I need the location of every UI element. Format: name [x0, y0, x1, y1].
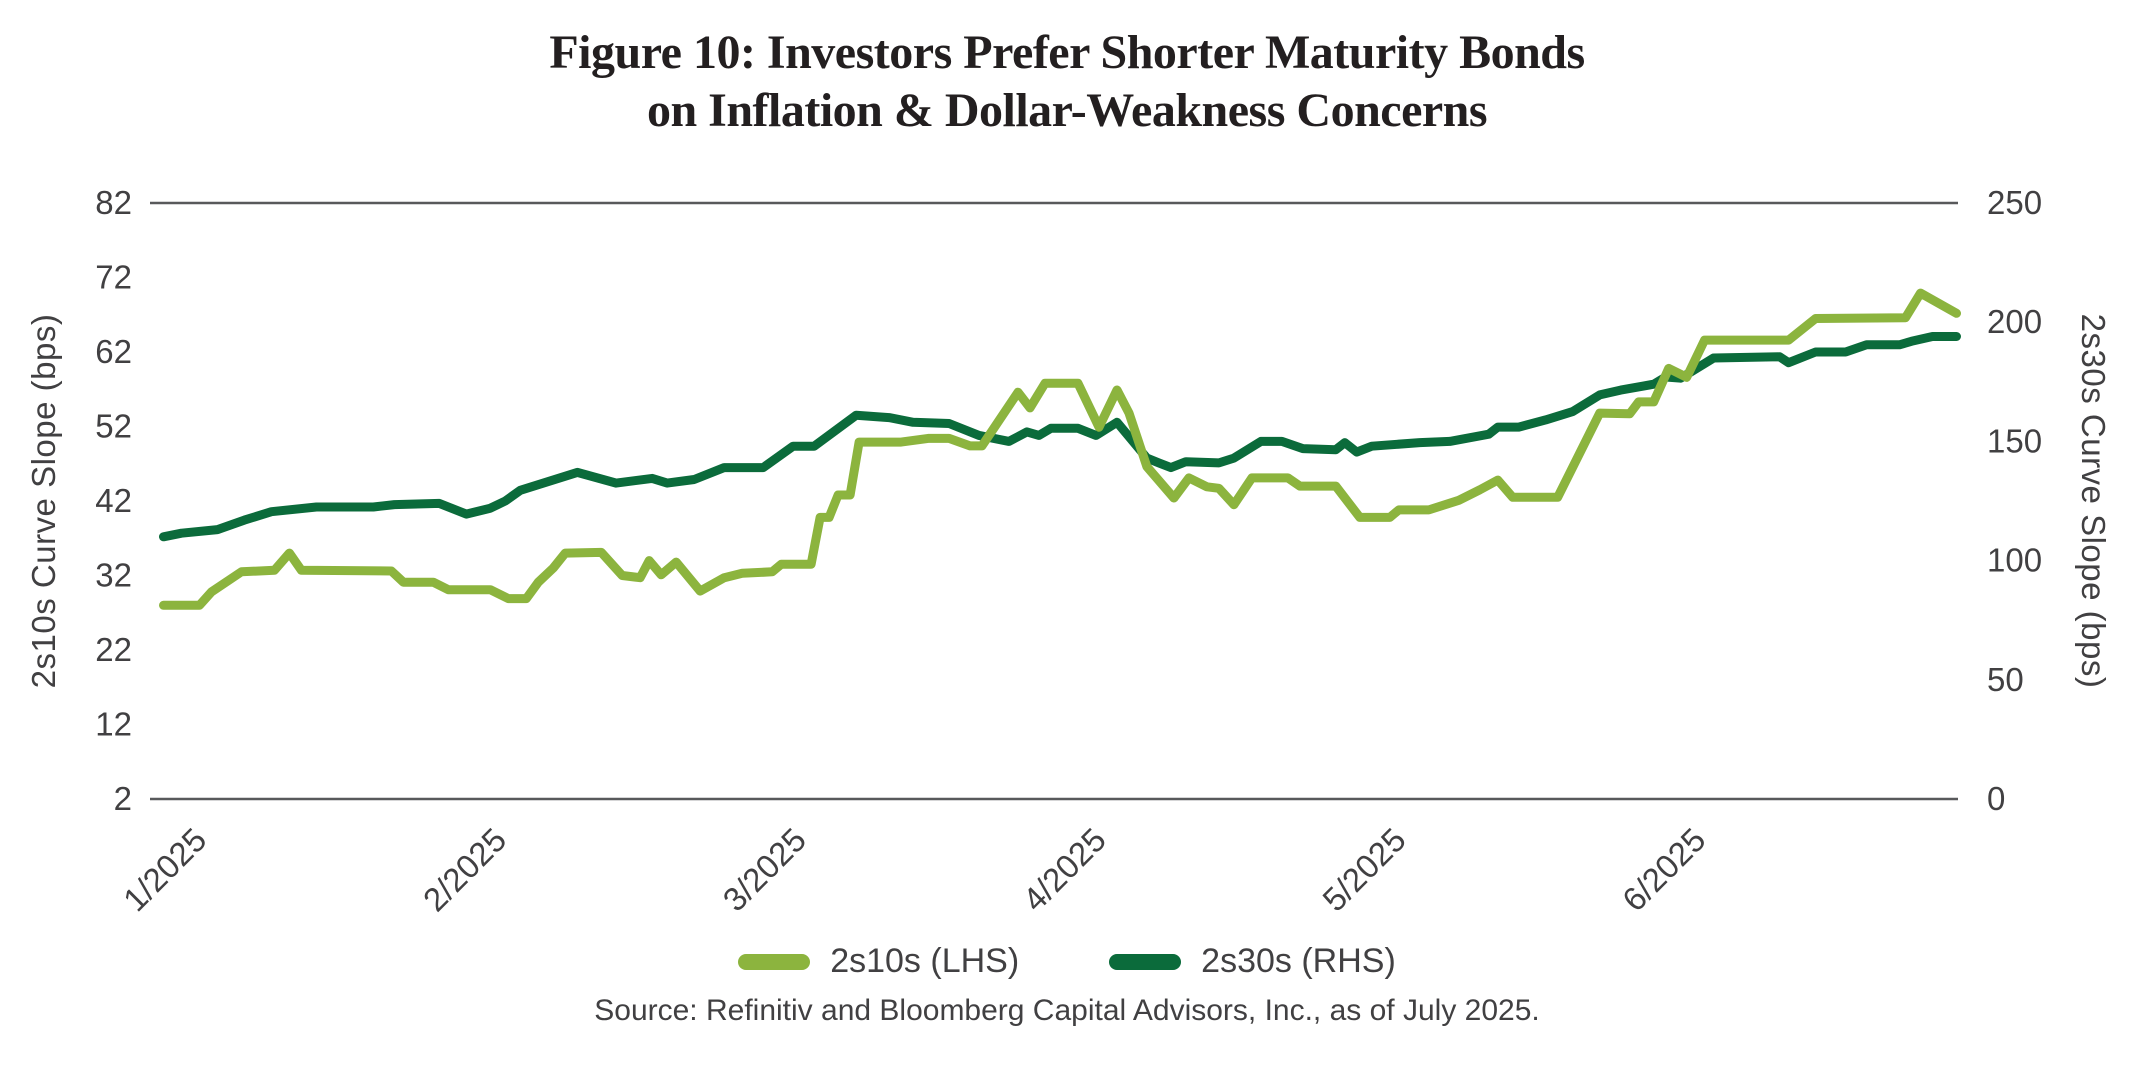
legend-item-2s10s: 2s10s (LHS)	[738, 942, 1019, 981]
y-right-tick-label: 150	[1987, 422, 2042, 459]
y-right-axis-title: 2s30s Curve Slope (bps)	[2075, 314, 2112, 689]
chart-title-line1: Figure 10: Investors Prefer Shorter Matu…	[549, 26, 1585, 79]
y-right-tick-label: 200	[1987, 303, 2042, 340]
chart-title: Figure 10: Investors Prefer Shorter Matu…	[0, 24, 2134, 140]
legend-swatch-2s30s-icon	[1109, 953, 1182, 970]
y-left-axis-title: 2s10s Curve Slope (bps)	[25, 314, 62, 689]
y-left-tick-label: 12	[95, 706, 132, 743]
source-note: Source: Refinitiv and Bloomberg Capital …	[594, 994, 1540, 1027]
y-right-tick-label: 50	[1987, 661, 2024, 698]
x-tick-label: 2/2025	[416, 821, 514, 919]
y-right-tick-label: 250	[1987, 184, 2042, 221]
x-tick-label: 5/2025	[1315, 821, 1413, 919]
x-tick-label: 6/2025	[1615, 821, 1713, 919]
y-left-tick-label: 82	[95, 184, 132, 221]
y-left-tick-label: 22	[95, 631, 132, 668]
y-left-tick-label: 72	[95, 259, 132, 296]
chart-title-line2: on Inflation & Dollar-Weakness Concerns	[646, 84, 1488, 137]
series-2s10s-line	[159, 288, 1961, 610]
legend: 2s10s (LHS) 2s30s (RHS)	[0, 942, 2134, 981]
legend-item-2s30s: 2s30s (RHS)	[1109, 942, 1396, 981]
legend-label-2s30s: 2s30s (RHS)	[1201, 942, 1396, 980]
x-tick-label: 3/2025	[716, 821, 814, 919]
y-left-tick-label: 52	[95, 408, 132, 445]
y-left-tick-label: 62	[95, 333, 132, 370]
legend-swatch-2s10s-icon	[738, 953, 811, 970]
x-tick-label: 1/2025	[116, 821, 214, 919]
y-right-tick-label: 100	[1987, 542, 2042, 579]
legend-label-2s10s: 2s10s (LHS)	[830, 942, 1020, 980]
y-left-tick-label: 32	[95, 557, 132, 594]
y-left-tick-label: 42	[95, 482, 132, 519]
x-tick-label: 4/2025	[1015, 821, 1113, 919]
y-left-tick-label: 2	[114, 780, 132, 817]
y-right-tick-label: 0	[1987, 780, 2005, 817]
